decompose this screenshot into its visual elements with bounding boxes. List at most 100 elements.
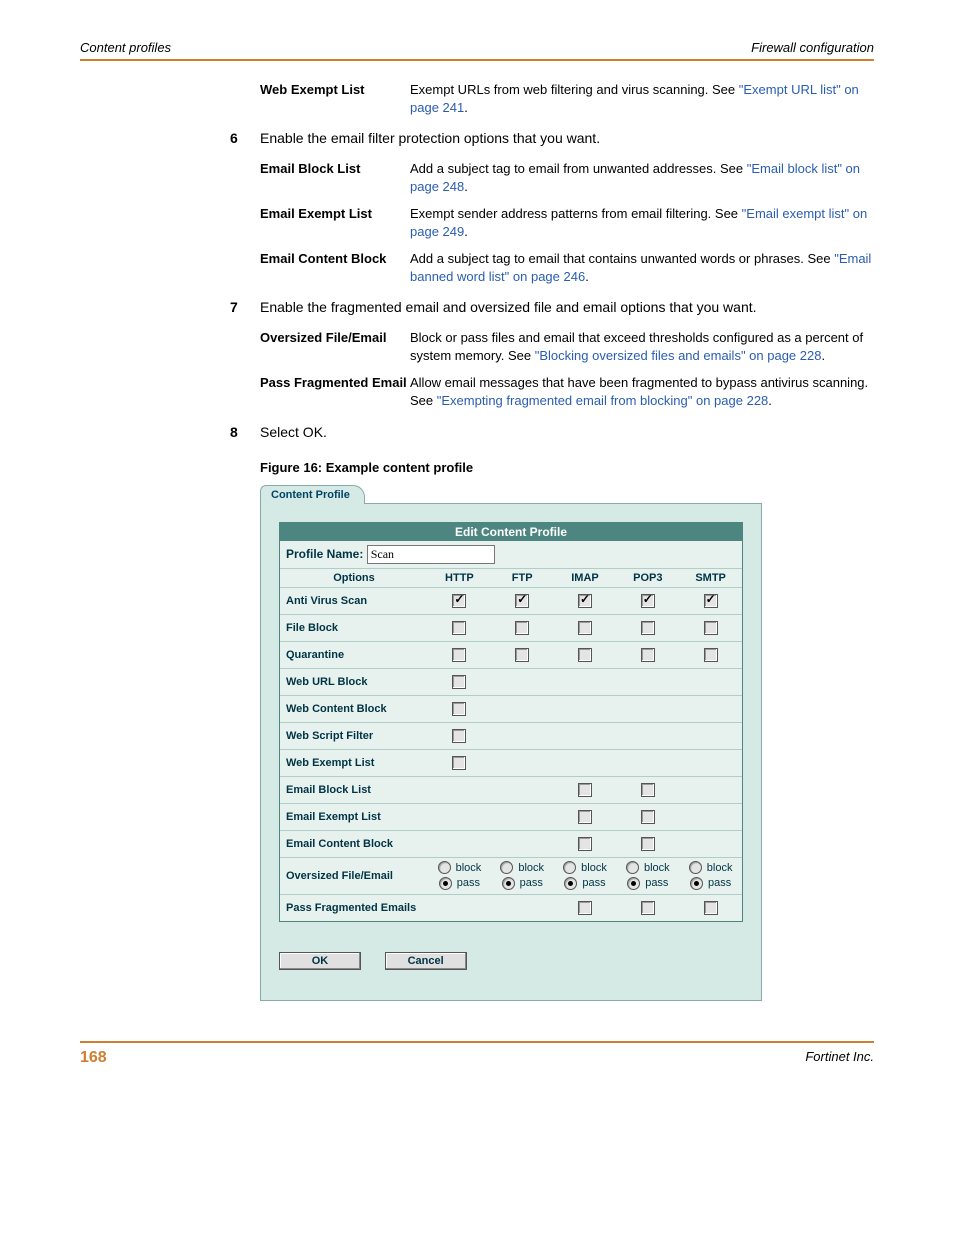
- radio-pass[interactable]: [690, 877, 703, 890]
- column-header: Options: [280, 568, 428, 587]
- checkbox[interactable]: [452, 729, 466, 743]
- page-number: 168: [80, 1049, 107, 1067]
- option-cell: [428, 830, 491, 857]
- checkbox[interactable]: [704, 648, 718, 662]
- cross-reference-link[interactable]: "Email banned word list" on page 246: [410, 251, 871, 284]
- checkbox[interactable]: [515, 621, 529, 635]
- options-table: OptionsHTTPFTPIMAPPOP3SMTP Anti Virus Sc…: [280, 568, 742, 922]
- checkbox[interactable]: [452, 702, 466, 716]
- checkbox[interactable]: [704, 901, 718, 915]
- table-row: Email Block List: [280, 776, 742, 803]
- step-text: Enable the fragmented email and oversize…: [260, 299, 874, 315]
- step-7: 7 Enable the fragmented email and oversi…: [230, 299, 874, 315]
- option-cell: [616, 776, 679, 803]
- definition-row: Email Exempt ListExempt sender address p…: [260, 205, 874, 240]
- checkbox[interactable]: [641, 837, 655, 851]
- option-label: Email Content Block: [280, 830, 428, 857]
- option-cell: [616, 641, 679, 668]
- table-row: Quarantine: [280, 641, 742, 668]
- option-cell: block pass: [616, 857, 679, 895]
- checkbox[interactable]: [452, 675, 466, 689]
- definition-row: Email Block ListAdd a subject tag to ema…: [260, 160, 874, 195]
- column-header: HTTP: [428, 568, 491, 587]
- radio-block[interactable]: [689, 861, 702, 874]
- table-row: Email Exempt List: [280, 803, 742, 830]
- option-cell: [679, 695, 742, 722]
- option-cell: [679, 614, 742, 641]
- profile-name-label: Profile Name:: [286, 547, 363, 561]
- option-cell: [554, 803, 617, 830]
- option-label: Web URL Block: [280, 668, 428, 695]
- option-cell: [428, 614, 491, 641]
- option-cell: [616, 803, 679, 830]
- option-cell: block pass: [491, 857, 554, 895]
- option-label: Email Exempt List: [280, 803, 428, 830]
- checkbox[interactable]: [578, 837, 592, 851]
- checkbox[interactable]: [578, 810, 592, 824]
- checkbox[interactable]: [452, 648, 466, 662]
- checkbox[interactable]: [515, 594, 529, 608]
- radio-pass[interactable]: [627, 877, 640, 890]
- option-cell: [679, 830, 742, 857]
- definition-description: Exempt sender address patterns from emai…: [410, 205, 874, 240]
- cross-reference-link[interactable]: "Exempt URL list" on page 241: [410, 82, 859, 115]
- option-cell: [554, 614, 617, 641]
- content-profile-tab[interactable]: Content Profile: [260, 485, 365, 504]
- checkbox[interactable]: [452, 621, 466, 635]
- checkbox[interactable]: [641, 594, 655, 608]
- radio-block[interactable]: [500, 861, 513, 874]
- radio-pass[interactable]: [502, 877, 515, 890]
- option-cell: [679, 895, 742, 922]
- step-8: 8 Select OK.: [230, 424, 874, 440]
- option-cell: [491, 614, 554, 641]
- option-cell: [491, 749, 554, 776]
- cancel-button[interactable]: Cancel: [385, 952, 467, 970]
- checkbox[interactable]: [641, 648, 655, 662]
- cross-reference-link[interactable]: "Blocking oversized files and emails" on…: [535, 348, 822, 363]
- radio-pass[interactable]: [439, 877, 452, 890]
- definition-term: Email Block List: [260, 160, 410, 195]
- option-cell: [679, 722, 742, 749]
- ok-button[interactable]: OK: [279, 952, 361, 970]
- step-6: 6 Enable the email filter protection opt…: [230, 130, 874, 146]
- option-cell: [679, 776, 742, 803]
- option-cell: [428, 749, 491, 776]
- checkbox[interactable]: [641, 901, 655, 915]
- step-text: Enable the email filter protection optio…: [260, 130, 874, 146]
- cross-reference-link[interactable]: "Email block list" on page 248: [410, 161, 860, 194]
- option-label: Email Block List: [280, 776, 428, 803]
- table-row: Oversized File/Email block pass block pa…: [280, 857, 742, 895]
- column-header: POP3: [616, 568, 679, 587]
- definition-term: Oversized File/Email: [260, 329, 410, 364]
- radio-block[interactable]: [563, 861, 576, 874]
- definition-description: Allow email messages that have been frag…: [410, 374, 874, 409]
- header-right: Firewall configuration: [751, 40, 874, 55]
- checkbox[interactable]: [704, 621, 718, 635]
- checkbox[interactable]: [704, 594, 718, 608]
- option-cell: [554, 641, 617, 668]
- checkbox[interactable]: [641, 783, 655, 797]
- checkbox[interactable]: [578, 901, 592, 915]
- option-cell: [616, 587, 679, 614]
- footer-company: Fortinet Inc.: [805, 1049, 874, 1067]
- checkbox[interactable]: [578, 621, 592, 635]
- checkbox[interactable]: [515, 648, 529, 662]
- checkbox[interactable]: [452, 756, 466, 770]
- cross-reference-link[interactable]: "Exempting fragmented email from blockin…: [437, 393, 769, 408]
- radio-block[interactable]: [626, 861, 639, 874]
- checkbox[interactable]: [641, 621, 655, 635]
- cross-reference-link[interactable]: "Email exempt list" on page 249: [410, 206, 867, 239]
- checkbox[interactable]: [578, 594, 592, 608]
- radio-pass[interactable]: [564, 877, 577, 890]
- option-cell: [554, 895, 617, 922]
- radio-block[interactable]: [438, 861, 451, 874]
- page-header: Content profiles Firewall configuration: [80, 40, 874, 61]
- checkbox[interactable]: [452, 594, 466, 608]
- definition-term: Email Exempt List: [260, 205, 410, 240]
- option-cell: [679, 803, 742, 830]
- profile-name-input[interactable]: [367, 545, 495, 564]
- checkbox[interactable]: [578, 783, 592, 797]
- checkbox[interactable]: [578, 648, 592, 662]
- definition-term: Web Exempt List: [260, 81, 410, 116]
- checkbox[interactable]: [641, 810, 655, 824]
